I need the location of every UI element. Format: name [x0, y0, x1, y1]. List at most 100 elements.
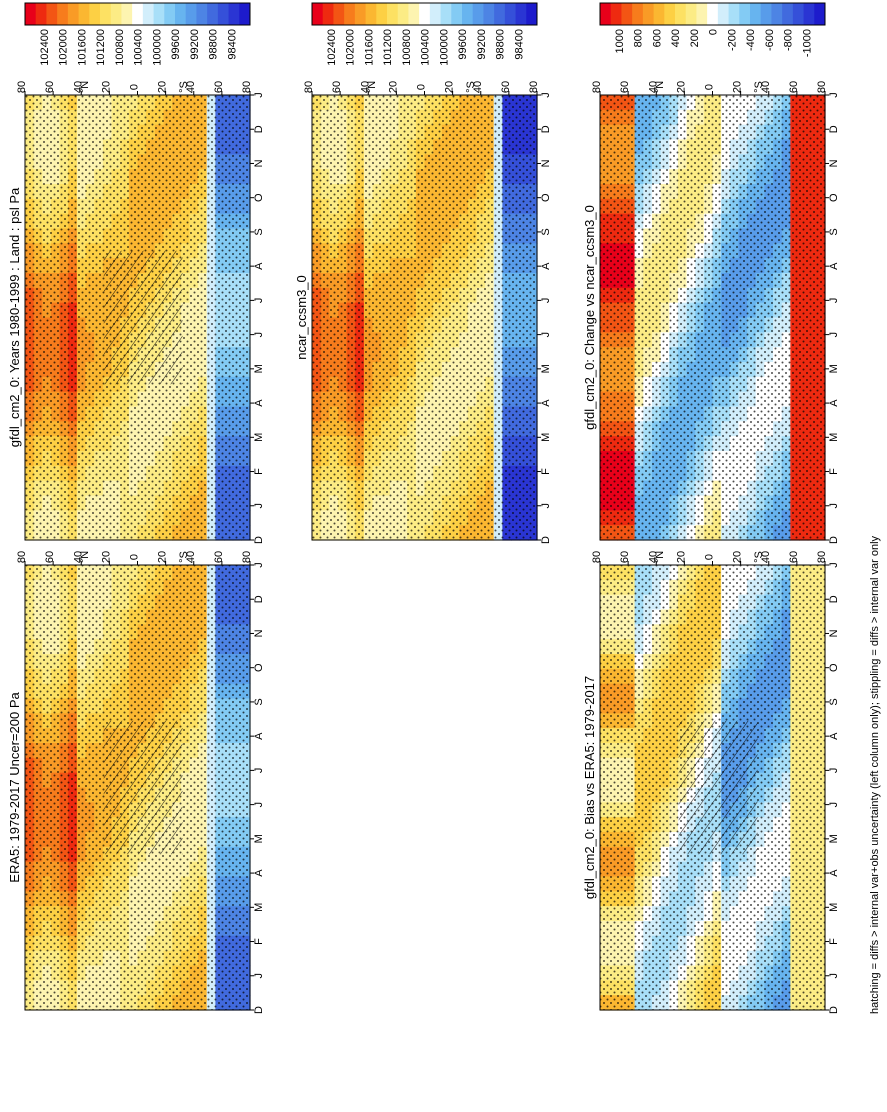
colorbar-swatch	[429, 3, 442, 25]
month-label: D	[253, 595, 265, 603]
month-label: O	[828, 193, 840, 202]
month-label: A	[253, 869, 265, 877]
lat-hemi-label: °N	[654, 81, 666, 93]
month-label: M	[828, 433, 840, 442]
lat-label: 60	[619, 81, 631, 93]
month-label: A	[253, 732, 265, 740]
colorbar-swatch	[750, 3, 762, 25]
colorbar-swatch	[365, 3, 377, 25]
colorbar-label: 101200	[382, 29, 394, 66]
colorbar-frame	[311, 2, 538, 26]
colorbar-swatch	[632, 3, 644, 25]
lat-label: 40	[647, 551, 659, 563]
colorbar-frame	[24, 2, 251, 26]
month-label: J	[540, 332, 552, 338]
month-label: A	[253, 262, 265, 270]
colorbar-swatch	[685, 3, 697, 25]
month-label: J	[253, 503, 265, 509]
chart-p4: gfdl_cm2_0: Change vs ncar_ccsm3_0 D J F M A M…	[582, 2, 840, 544]
colorbar-label: 99200	[189, 29, 201, 60]
colorbar-swatch	[46, 3, 58, 25]
colorbar-label: 102400	[326, 29, 338, 66]
colorbar-swatch	[696, 3, 708, 25]
footnote: hatching = diffs > internal var+obs unce…	[869, 535, 881, 1014]
month-label: O	[253, 663, 265, 672]
colorbar-label: 100000	[151, 29, 163, 66]
colorbar-swatch	[451, 3, 463, 25]
month-label: J	[253, 802, 265, 808]
month-label: D	[828, 125, 840, 133]
colorbar-swatch	[185, 3, 197, 25]
month-label: F	[253, 468, 265, 475]
lat-label: 0	[129, 84, 141, 90]
colorbar-swatch	[792, 3, 805, 25]
colorbar-swatch	[397, 3, 409, 25]
colorbar-swatch	[782, 3, 794, 25]
colorbar-swatch	[653, 3, 665, 25]
colorbar-swatch	[196, 3, 208, 25]
colorbar-swatch	[57, 3, 69, 25]
colorbar-swatch	[312, 3, 324, 25]
colorbar-swatch	[610, 3, 622, 25]
colorbar-label: -800	[783, 29, 795, 51]
lat-label: 0	[129, 554, 141, 560]
colorbar-swatch	[67, 3, 80, 25]
lat-label: 80	[816, 81, 828, 93]
month-label: D	[540, 536, 552, 544]
colorbar-label: 100800	[401, 29, 413, 66]
colorbar-swatch	[121, 3, 133, 25]
month-label: A	[828, 869, 840, 877]
colorbar-label: 200	[689, 29, 701, 47]
month-label: A	[253, 399, 265, 407]
month-label: D	[540, 125, 552, 133]
colorbar-label: 99600	[170, 29, 182, 60]
chart-p5: gfdl_cm2_0: Bias vs ERA5: 1979-2017 D J F M A…	[582, 551, 840, 1014]
lat-label: 20	[100, 551, 112, 563]
month-label: O	[253, 193, 265, 202]
colorbar-swatch	[344, 3, 356, 25]
lat-label: 80	[816, 551, 828, 563]
month-label: J	[253, 973, 265, 979]
lat-hemi-label: °N	[366, 81, 378, 93]
lat-label: 20	[157, 551, 169, 563]
lat-label: 60	[331, 81, 343, 93]
month-label: M	[828, 364, 840, 373]
month-label: D	[828, 595, 840, 603]
panel-title: gfdl_cm2_0: Years 1980-1999 : Land : psl…	[7, 187, 22, 447]
colorbar-swatch	[504, 3, 517, 25]
month-label: J	[253, 768, 265, 774]
colorbar-swatch	[707, 3, 719, 25]
month-label: M	[253, 834, 265, 843]
panel-title: gfdl_cm2_0: Change vs ncar_ccsm3_0	[582, 205, 597, 430]
colorbar-swatch	[739, 3, 751, 25]
colorbar-swatch	[472, 3, 484, 25]
colorbar-label: 800	[633, 29, 645, 47]
lat-hemi-label: °S	[178, 81, 190, 93]
stippling-overlay	[600, 95, 825, 540]
lat-label: 0	[704, 84, 716, 90]
month-label: M	[828, 903, 840, 912]
month-label: D	[253, 125, 265, 133]
colorbar-swatch	[515, 3, 527, 25]
colorbar-label: 100800	[114, 29, 126, 66]
colorbar-frame	[599, 2, 826, 26]
colorbar-swatch	[110, 3, 122, 25]
colorbar-swatch	[462, 3, 474, 25]
hatching-overlay	[678, 720, 758, 855]
chart-p1: gfdl_cm2_0: Years 1980-1999 : Land : psl…	[7, 2, 265, 544]
lat-label: 40	[472, 81, 484, 93]
lat-label: 60	[213, 551, 225, 563]
lat-label: 40	[359, 81, 371, 93]
colorbar-swatch	[483, 3, 495, 25]
colorbar-swatch	[228, 3, 240, 25]
colorbar-swatch	[760, 3, 772, 25]
colorbar-swatch	[239, 3, 251, 25]
colorbar-label: -200	[726, 29, 738, 51]
lat-label: 80	[241, 81, 253, 93]
lat-hemi-label: °S	[178, 551, 190, 563]
lat-label: 40	[72, 551, 84, 563]
month-label: N	[828, 629, 840, 637]
lat-label: 20	[157, 81, 169, 93]
month-label: F	[828, 468, 840, 475]
